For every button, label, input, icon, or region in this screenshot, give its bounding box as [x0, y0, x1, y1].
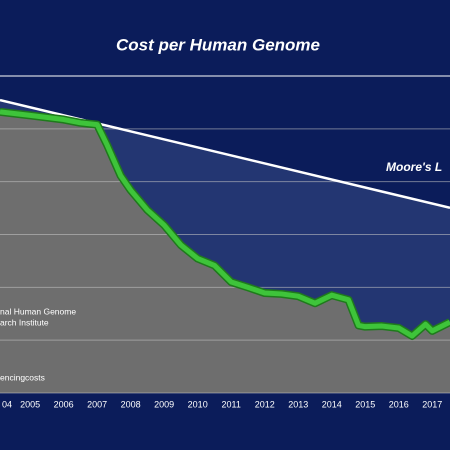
annotation: nal Human Genome	[0, 306, 76, 316]
x-tick-label: 2016	[389, 399, 409, 409]
chart-title: Cost per Human Genome	[116, 35, 320, 54]
x-tick-label: 2015	[355, 399, 375, 409]
annotation: encingcosts	[0, 372, 45, 382]
x-tick-label: 2013	[288, 399, 308, 409]
line	[0, 109, 450, 339]
x-tick-label: 2017	[422, 399, 442, 409]
x-tick-label: 2012	[255, 399, 275, 409]
x-tick-label: 2008	[121, 399, 141, 409]
x-tick-label: 2014	[322, 399, 342, 409]
x-tick-label: 2011	[222, 399, 241, 409]
x-tick-label: 2006	[54, 399, 74, 409]
x-tick-label: 2009	[154, 399, 174, 409]
x-tick-label: 04	[2, 399, 12, 409]
x-tick-label: 2007	[87, 399, 107, 409]
x-tick-label: 2005	[20, 399, 40, 409]
series-label: Moore's L	[386, 160, 442, 174]
x-tick-label: 2010	[188, 399, 208, 409]
annotation: arch Institute	[0, 317, 49, 327]
